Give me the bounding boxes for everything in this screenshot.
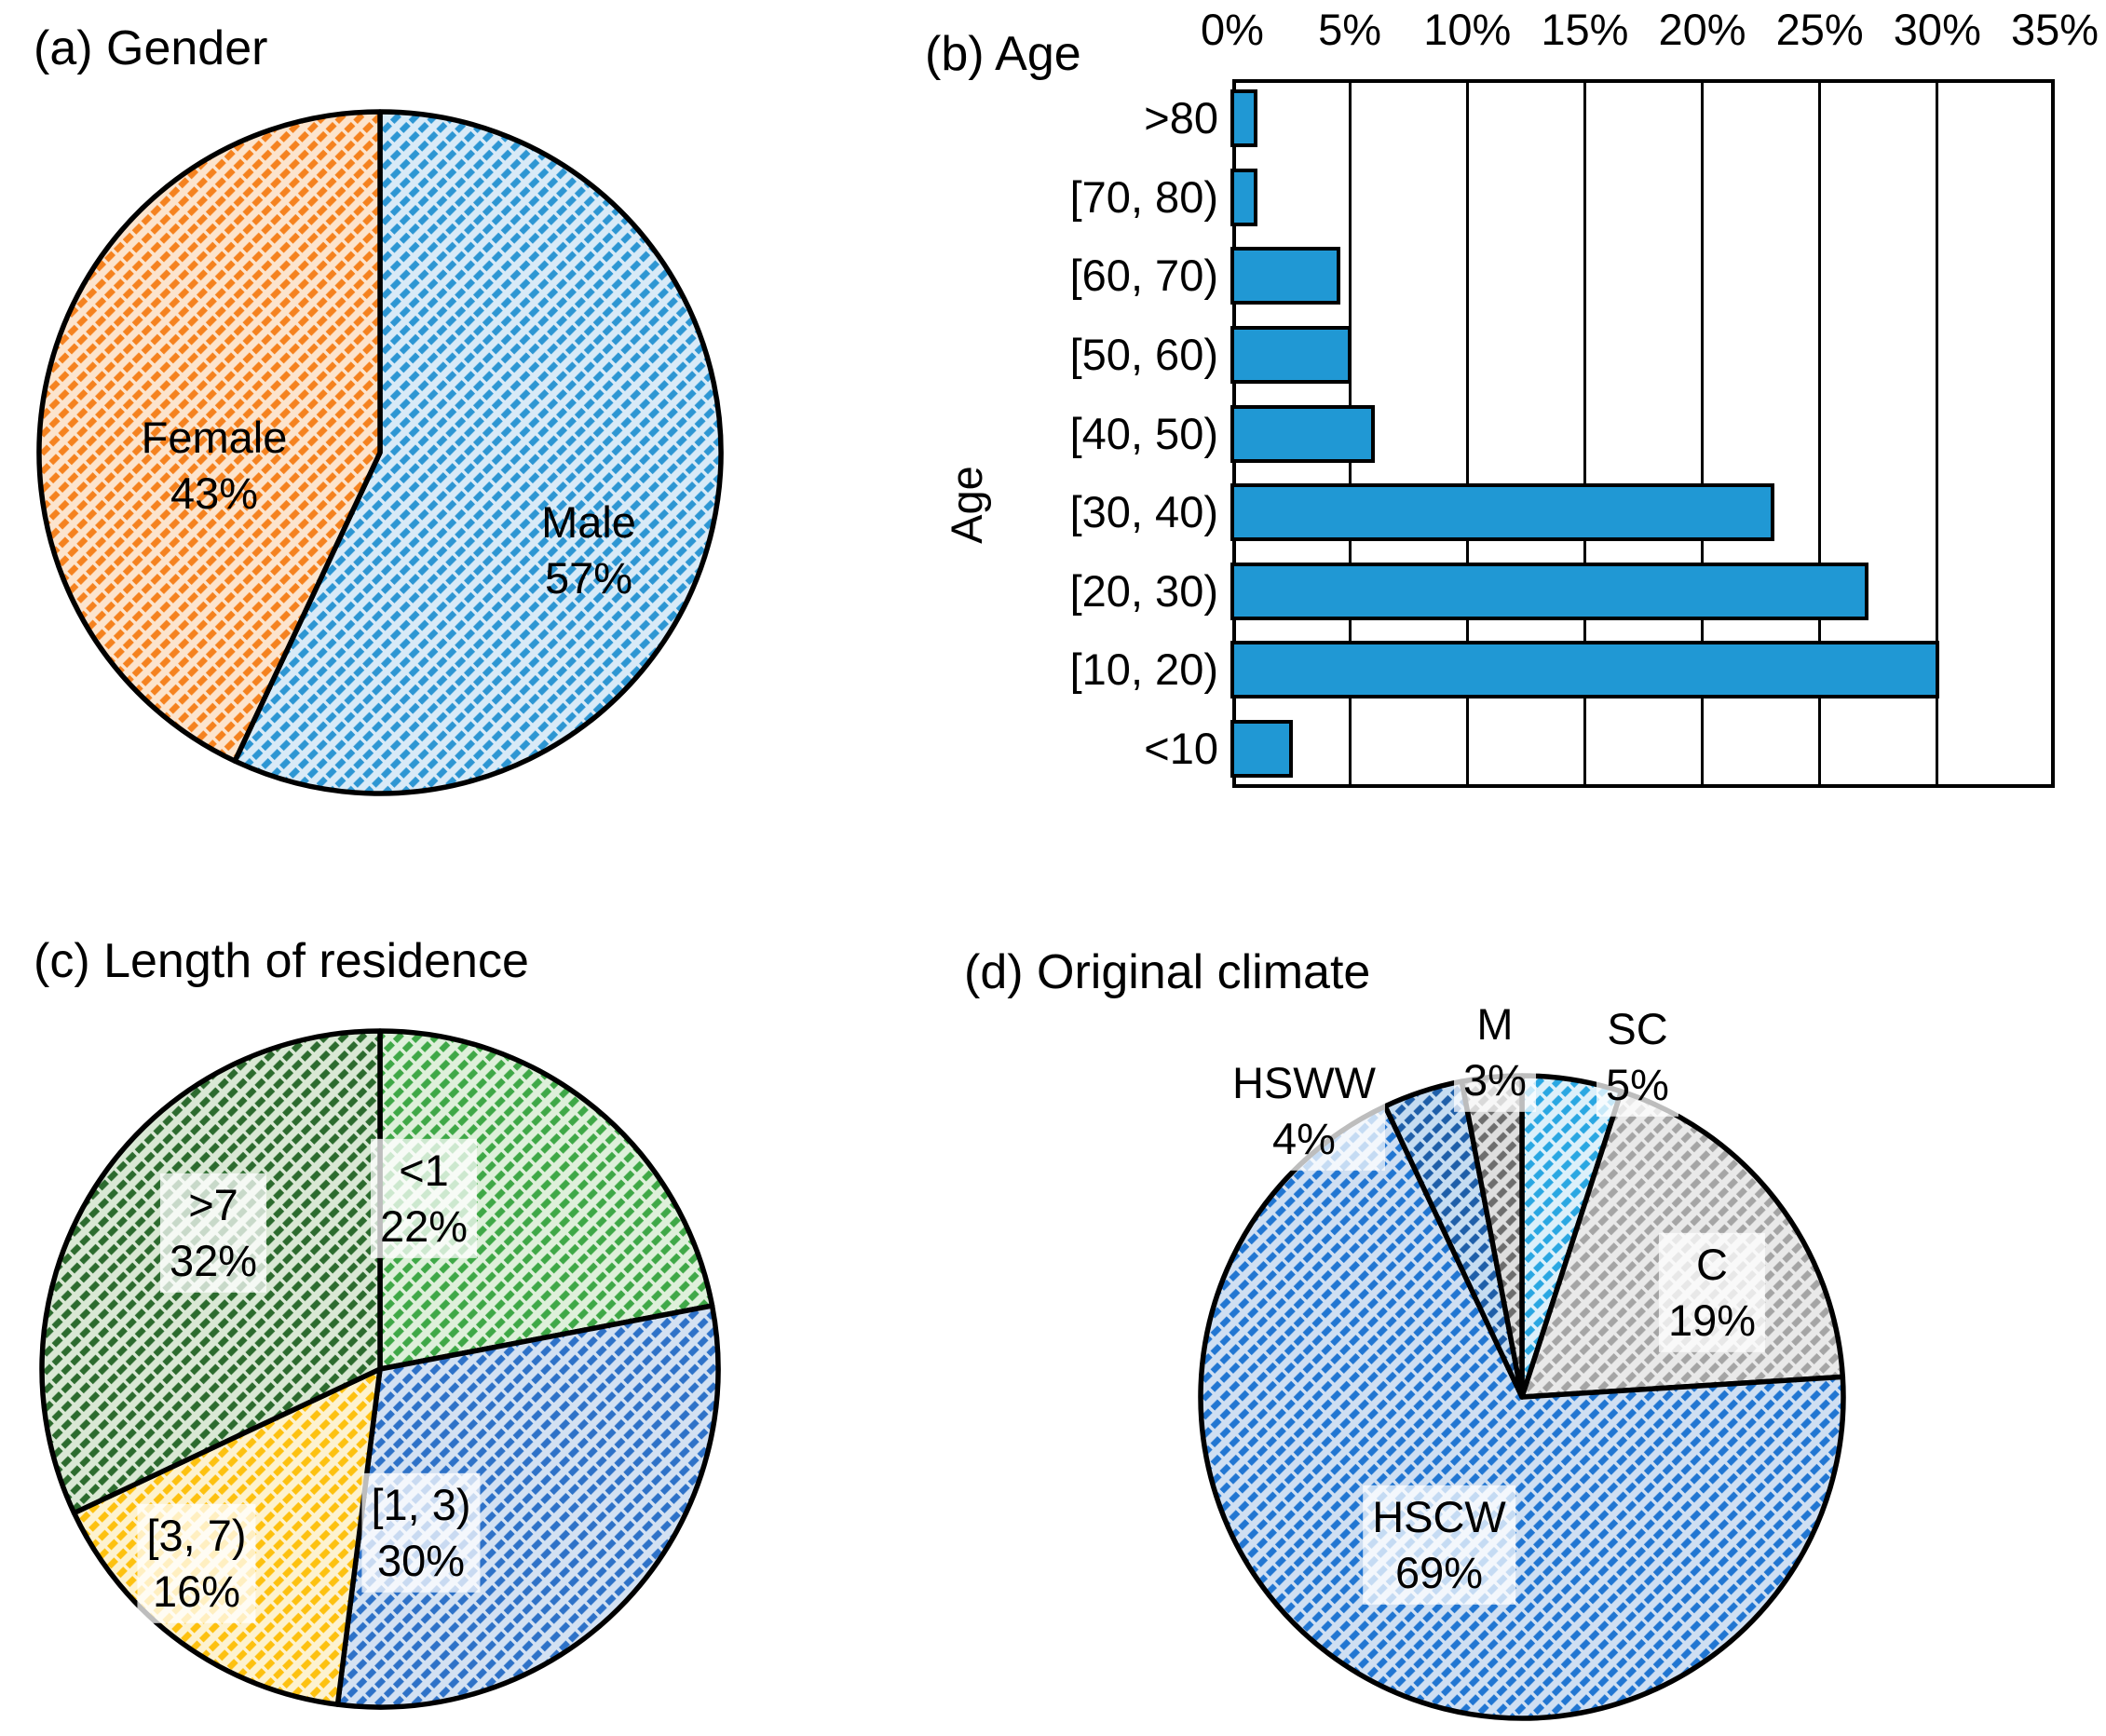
pie-label-climate-C: C 19% bbox=[1658, 1232, 1766, 1353]
slice-name: HSWW bbox=[1231, 1057, 1377, 1107]
pie-label-residence->7: >7 32% bbox=[159, 1173, 267, 1294]
gridline-10 bbox=[1465, 79, 1469, 788]
pie-label-gender-Female: Female 43% bbox=[142, 410, 288, 522]
bar-<10 bbox=[1230, 719, 1294, 778]
slice-percent: 19% bbox=[1667, 1295, 1757, 1345]
category-label-[30, 40): [30, 40) bbox=[1069, 487, 1218, 537]
category-label->80: >80 bbox=[1144, 93, 1218, 143]
slice-percent: 57% bbox=[544, 553, 633, 603]
gridline-15 bbox=[1583, 79, 1586, 788]
pie-label-climate-HSCW: HSCW 69% bbox=[1363, 1485, 1515, 1606]
pie-label-residence-[1, 3): [1, 3) 30% bbox=[361, 1472, 481, 1594]
slice-percent: 3% bbox=[1463, 1055, 1527, 1105]
slice-percent: 4% bbox=[1272, 1114, 1336, 1163]
x-tick-10%: 10% bbox=[1423, 5, 1512, 54]
slice-name: C bbox=[1696, 1239, 1728, 1289]
category-label-[40, 50): [40, 50) bbox=[1069, 408, 1218, 458]
pie-slice-gender-Female bbox=[36, 109, 383, 764]
pie-slice-gender-Male bbox=[232, 109, 724, 796]
pie-label-gender-Male: Male 57% bbox=[541, 495, 636, 606]
slice-name: SC bbox=[1607, 1003, 1668, 1053]
slice-name: >7 bbox=[188, 1179, 238, 1229]
x-tick-5%: 5% bbox=[1318, 5, 1382, 54]
slice-name: Male bbox=[541, 496, 636, 547]
gridline-30 bbox=[1936, 79, 1939, 788]
slice-name: HSCW bbox=[1372, 1491, 1506, 1541]
pie-label-residence-<1: <1 22% bbox=[370, 1138, 478, 1259]
panel-d-title: (d) Original climate bbox=[964, 945, 1371, 999]
x-tick-35%: 35% bbox=[2010, 5, 2099, 54]
x-tick-15%: 15% bbox=[1541, 5, 1629, 54]
panel-a-title: (a) Gender bbox=[34, 21, 268, 75]
slice-percent: 22% bbox=[379, 1201, 469, 1251]
pie-gender bbox=[36, 109, 724, 796]
category-label-[20, 30): [20, 30) bbox=[1069, 565, 1218, 616]
bar-[30, 40) bbox=[1230, 483, 1775, 542]
x-tick-25%: 25% bbox=[1775, 5, 1864, 54]
category-label-[70, 80): [70, 80) bbox=[1069, 171, 1218, 222]
category-label-[50, 60): [50, 60) bbox=[1069, 329, 1218, 379]
pie-label-residence-[3, 7): [3, 7) 16% bbox=[137, 1503, 256, 1624]
slice-percent: 69% bbox=[1394, 1548, 1484, 1597]
pie-slice-residence-[1, 3) bbox=[334, 1303, 721, 1710]
x-tick-0%: 0% bbox=[1201, 5, 1264, 54]
gridline-25 bbox=[1818, 79, 1822, 788]
slice-name: [1, 3) bbox=[371, 1479, 471, 1529]
pie-label-climate-HSWW: HSWW 4% bbox=[1222, 1051, 1386, 1172]
pie-climate bbox=[1198, 1073, 1846, 1721]
slice-name: <1 bbox=[399, 1145, 449, 1195]
bar-[50, 60) bbox=[1230, 325, 1352, 384]
slice-percent: 30% bbox=[376, 1536, 466, 1585]
category-label-[10, 20): [10, 20) bbox=[1069, 644, 1218, 695]
slice-percent: 32% bbox=[169, 1236, 258, 1285]
slice-percent: 43% bbox=[170, 468, 259, 518]
bar-[40, 50) bbox=[1230, 404, 1376, 463]
pie-label-climate-SC: SC 5% bbox=[1596, 997, 1678, 1118]
category-label-[60, 70): [60, 70) bbox=[1069, 251, 1218, 301]
panel-c-title: (c) Length of residence bbox=[34, 934, 529, 988]
bar-[20, 30) bbox=[1230, 562, 1869, 620]
slice-name: [3, 7) bbox=[146, 1510, 247, 1560]
bar-[70, 80) bbox=[1230, 168, 1258, 226]
slice-percent: 16% bbox=[152, 1566, 241, 1616]
slice-percent: 5% bbox=[1606, 1060, 1669, 1109]
pie-label-climate-M: M 3% bbox=[1454, 992, 1536, 1113]
pie-slice-residence-<1 bbox=[377, 1028, 715, 1372]
bar-[60, 70) bbox=[1230, 247, 1340, 305]
gridline-20 bbox=[1701, 79, 1705, 788]
category-label-<10: <10 bbox=[1144, 723, 1218, 773]
x-tick-30%: 30% bbox=[1893, 5, 1981, 54]
bar->80 bbox=[1230, 89, 1258, 148]
bar-[10, 20) bbox=[1230, 641, 1939, 699]
panel-b-title: (b) Age bbox=[925, 27, 1081, 81]
slice-name: M bbox=[1476, 998, 1514, 1049]
slice-name: Female bbox=[141, 412, 288, 462]
pie-slice-climate-HSCW bbox=[1198, 1104, 1846, 1721]
x-tick-20%: 20% bbox=[1658, 5, 1746, 54]
